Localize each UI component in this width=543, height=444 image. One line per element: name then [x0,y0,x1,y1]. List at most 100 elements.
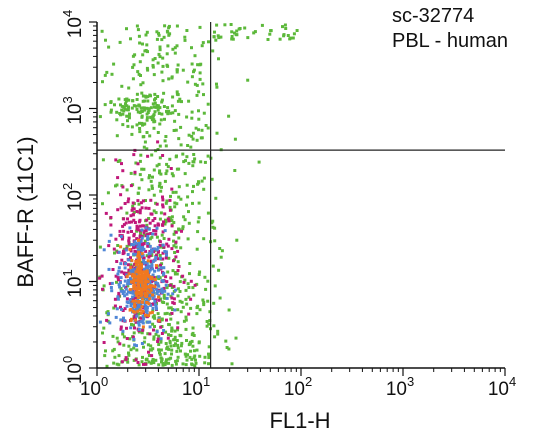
density-dot-low [192,68,196,72]
density-dot-low [197,273,201,276]
density-dot-low [197,216,201,220]
density-dot-low [98,115,102,119]
density-dot-low [172,239,175,243]
density-dot-low [177,195,181,199]
density-dot-low [194,361,198,365]
density-dot-low [186,144,190,147]
density-dot-high [160,291,164,294]
density-dot-low [197,340,201,344]
density-dot-low [186,282,190,286]
density-dot-low [173,109,177,113]
density-dot-low [165,345,169,349]
density-dot-low [174,128,178,132]
density-dot-low [179,334,183,338]
density-dot-low [121,332,125,336]
density-dot-low [201,82,205,86]
density-dot-low [145,147,149,151]
density-dot-low [163,312,167,316]
density-dot-low [116,244,120,247]
density-dot-low [225,346,229,349]
density-dot-low [171,47,175,51]
density-dot-high [133,343,137,347]
density-dot-low [157,343,161,346]
density-dot-highest [133,273,137,277]
density-dot-low [164,342,168,345]
density-dot-medium [150,280,154,283]
density-dot-low [193,364,197,368]
density-dot-low [169,111,173,115]
density-dot-low [210,177,214,181]
density-dot-low [134,161,138,165]
density-dot-high [154,287,158,291]
density-dot-highest [143,282,147,286]
density-dot-low [146,343,150,347]
density-dot-high [128,276,132,280]
density-dot-low [176,99,180,103]
density-dot-medium [127,236,131,240]
density-dot-low [173,51,177,55]
density-dot-low [122,247,126,251]
density-dot-high [166,292,170,296]
density-dot-low [160,357,164,361]
density-dot-low [158,245,162,249]
density-dot-medium [119,305,122,309]
density-dot-medium [119,325,123,329]
density-dot-highest [144,295,148,298]
density-dot-high [146,237,150,241]
density-dot-low [165,358,168,362]
density-dot-low [190,134,194,138]
density-dot-low [125,211,129,215]
density-dot-low [192,356,196,360]
density-dot-low [206,126,210,130]
density-dot-low [190,62,194,66]
density-dot-low [234,336,238,340]
density-dot-low [141,94,145,98]
density-dot-low [164,220,168,224]
density-dot-medium [131,201,135,205]
density-dot-low [154,105,158,109]
density-dot-low [161,79,165,83]
density-dot-high [136,303,140,307]
density-dot-high [145,296,148,300]
density-dot-high [164,283,168,287]
density-dot-medium [135,210,139,213]
density-dot-medium [154,229,158,233]
density-dot-low [160,98,164,102]
density-dot-highest [136,282,140,286]
density-dot-highest [149,284,152,288]
density-dot-low [268,32,272,36]
density-dot-low [181,305,185,309]
density-dot-high [131,295,135,299]
density-dot-medium [153,224,157,228]
density-dot-highest [131,272,135,276]
density-dot-medium [118,342,122,346]
density-dot-highest [144,276,148,280]
density-dot-low [172,129,176,132]
density-dot-high [139,246,143,250]
density-dot-highest [148,290,152,294]
density-dot-low [130,125,134,129]
density-dot-low [117,97,121,101]
density-dot-medium [151,219,155,223]
density-dot-highest [128,247,132,251]
density-dot-high [156,245,160,249]
density-dot-low [164,360,168,364]
density-dot-low [137,210,141,214]
density-dot-medium [124,357,128,361]
density-dot-low [166,270,170,274]
density-dot-high [138,240,141,244]
density-dot-high [151,306,155,310]
density-dot-low [143,239,147,243]
density-dot-low [153,110,157,114]
density-dot-low [152,120,156,124]
density-dot-medium [165,318,168,322]
density-dot-low [192,334,196,337]
density-dot-low [113,355,117,359]
density-dot-high [117,269,121,273]
density-dot-low [127,351,130,355]
density-dot-low [161,56,165,60]
density-dot-low [190,116,194,120]
density-dot-low [195,348,199,352]
density-dot-low [193,157,197,161]
density-dot-low [152,126,156,130]
